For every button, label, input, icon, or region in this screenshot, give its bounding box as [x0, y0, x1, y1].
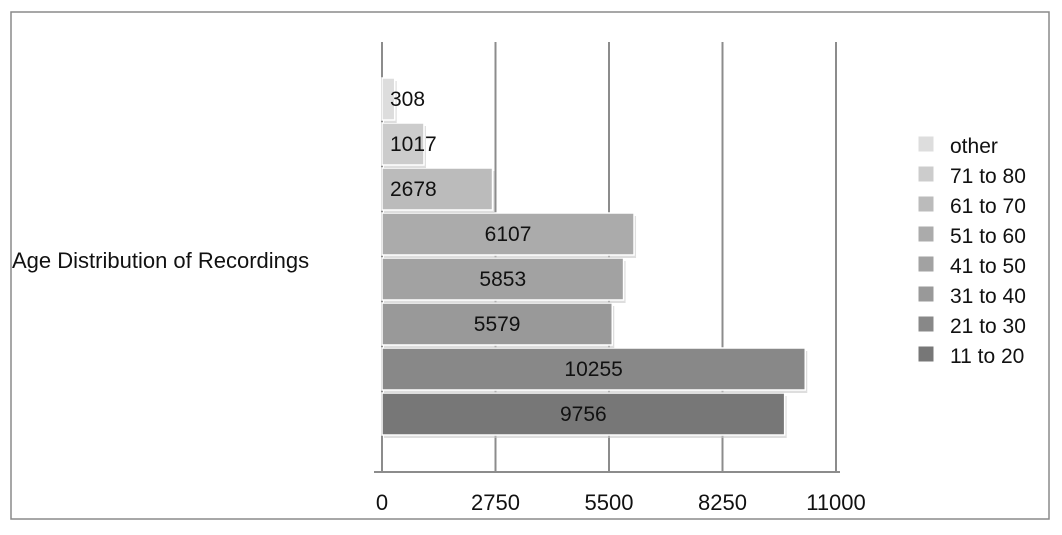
bar — [381, 302, 614, 346]
bar — [381, 347, 807, 391]
legend-label: 11 to 20 — [950, 345, 1024, 368]
legend-label: 51 to 60 — [950, 225, 1026, 248]
x-tick-label: 11000 — [806, 490, 866, 515]
bar-value-label: 10255 — [564, 358, 622, 381]
x-tick-label: 5500 — [585, 490, 634, 515]
bar-value-label: 308 — [390, 88, 425, 111]
bar — [381, 257, 625, 301]
legend-swatch — [917, 135, 935, 153]
bar-value-label: 5853 — [479, 268, 526, 291]
bar-value-label: 2678 — [390, 178, 437, 201]
legend-label: 21 to 30 — [950, 315, 1026, 338]
bars: 9756 10255 5579 5853 6107 2678 1017 308 — [381, 77, 808, 438]
bar-value-label: 5579 — [474, 313, 521, 336]
legend-swatch — [917, 225, 935, 243]
legend-label: other — [950, 135, 998, 158]
legend-label: 61 to 70 — [950, 195, 1026, 218]
x-tick-label: 0 — [376, 490, 388, 515]
legend-swatch — [917, 285, 935, 303]
bar-value-label: 6107 — [485, 223, 532, 246]
bar — [381, 167, 494, 211]
legend-label: 41 to 50 — [950, 255, 1026, 278]
legend-swatch — [917, 315, 935, 333]
x-tick-label: 8250 — [698, 490, 747, 515]
bar — [381, 392, 786, 436]
legend-swatch — [917, 255, 935, 273]
bar — [381, 77, 396, 121]
legend-swatch — [917, 195, 935, 213]
bar — [381, 122, 425, 166]
category-label: Age Distribution of Recordings — [12, 248, 309, 273]
legend: other 71 to 80 61 to 70 51 to 60 41 to 50 31 … — [917, 135, 1026, 368]
legend-label: 71 to 80 — [950, 165, 1026, 188]
bar-value-label: 1017 — [390, 133, 437, 156]
legend-label: 31 to 40 — [950, 285, 1026, 308]
bar — [381, 212, 635, 256]
legend-swatch — [917, 165, 935, 183]
bar-value-label: 9756 — [560, 403, 607, 426]
x-axis: 0 2750 5500 8250 11000 — [374, 471, 866, 515]
x-tick-label: 2750 — [471, 490, 520, 515]
legend-swatch — [917, 345, 935, 363]
